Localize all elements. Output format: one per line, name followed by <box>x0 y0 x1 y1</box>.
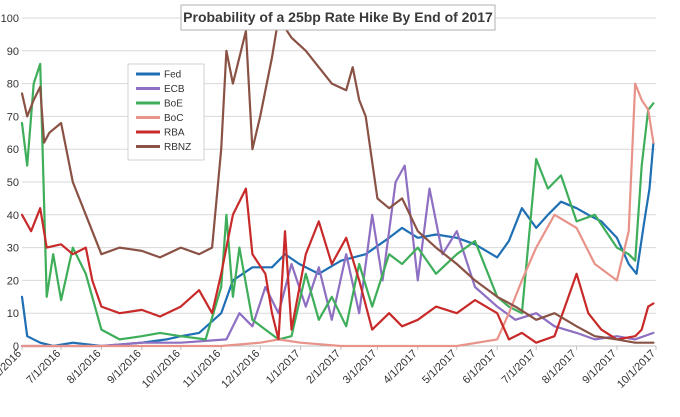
series-line-fed <box>20 141 655 348</box>
x-tick-label: 10/1/2016 <box>140 348 183 391</box>
legend-label-fed: Fed <box>164 70 181 81</box>
x-tick-label: 9/1/2017 <box>580 348 619 387</box>
legend-label-boc: BoC <box>164 113 183 124</box>
x-tick-label: 8/1/2017 <box>540 348 579 387</box>
x-tick-label: 4/1/2017 <box>381 348 420 387</box>
legend-label-ecb: ECB <box>164 84 185 95</box>
legend-box <box>127 63 205 161</box>
x-tick-label: 11/1/2016 <box>181 348 224 391</box>
title-group: Probability of a 25bp Rate Hike By End o… <box>180 4 496 31</box>
x-tick-label: 10/1/2017 <box>615 348 658 391</box>
x-tick-label: 6/1/2016 <box>0 348 24 387</box>
series-line-ecb <box>20 164 655 348</box>
y-tick-label: 70 <box>7 111 19 123</box>
y-tick-label: 0 <box>13 341 19 353</box>
y-tick-label: 40 <box>7 210 19 222</box>
legend-label-rba: RBA <box>164 128 185 139</box>
legend-label-boe: BoE <box>164 99 183 110</box>
y-tick-label: 100 <box>1 13 19 25</box>
x-tick-label: 3/1/2017 <box>341 348 380 387</box>
series-line-boc <box>20 82 655 348</box>
y-tick-label: 10 <box>7 308 19 320</box>
x-tick-label: 2/1/2017 <box>304 348 343 387</box>
x-tick-label: 7/1/2017 <box>500 348 539 387</box>
x-tick-label: 7/1/2016 <box>24 348 63 387</box>
chart-title: Probability of a 25bp Rate Hike By End o… <box>183 9 493 25</box>
y-tick-label: 60 <box>7 144 19 156</box>
legend-label-rbnz: RBNZ <box>164 142 191 153</box>
y-tick-label: 80 <box>7 79 19 91</box>
y-tick-label: 20 <box>7 275 19 287</box>
x-tick-label: 9/1/2016 <box>105 348 144 387</box>
grid-layer <box>22 17 656 347</box>
series-line-boe <box>20 62 655 341</box>
y-tick-label: 30 <box>7 243 19 255</box>
y-tick-label: 90 <box>7 46 19 58</box>
x-tick-label: 1/1/2017 <box>264 348 303 387</box>
series-line-rba <box>20 187 655 344</box>
y-tick-label: 50 <box>7 177 19 189</box>
x-tick-label: 12/1/2016 <box>219 348 262 391</box>
x-tick-label: 6/1/2017 <box>461 348 500 387</box>
title-box <box>180 4 496 31</box>
legend: Fed ECB BoE BoC RBA RBNZ <box>127 63 205 161</box>
x-tick-label: 5/1/2017 <box>420 348 459 387</box>
x-tick-label: 8/1/2016 <box>65 348 104 387</box>
